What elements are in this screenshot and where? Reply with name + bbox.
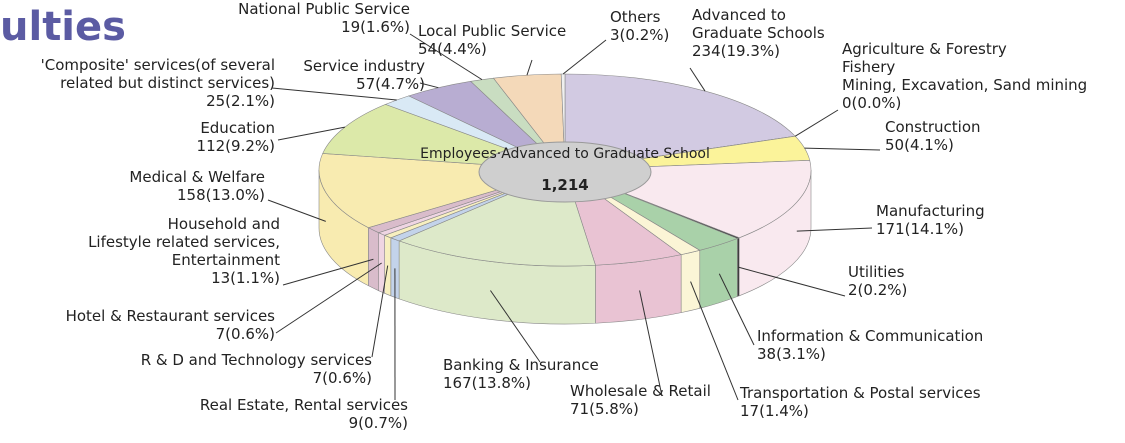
slice-side — [378, 232, 385, 294]
slice-label: Education — [200, 119, 275, 137]
leader-line — [804, 147, 881, 151]
chart-title: ulties — [0, 4, 126, 50]
value-label: 171(14.1%) — [876, 220, 964, 238]
leader-line — [371, 265, 389, 358]
leader-line — [419, 82, 439, 89]
slice-label: Hotel & Restaurant services — [66, 307, 276, 325]
leader-line — [796, 227, 873, 232]
value-label: 54(4.4%) — [418, 40, 487, 58]
leader-line — [277, 126, 346, 141]
value-label: 234(19.3%) — [692, 42, 780, 60]
leader-line — [271, 87, 397, 101]
value-label: 13(1.1%) — [211, 269, 280, 287]
leader-line — [490, 290, 541, 363]
center-label: Employees·Advanced to Graduate School — [420, 146, 710, 162]
leader-line — [689, 67, 706, 92]
slice-label: Banking & Insurance — [443, 356, 599, 374]
slice-label: Information & Communication — [757, 327, 983, 345]
pie-center: Employees·Advanced to Graduate School 1,… — [420, 141, 710, 203]
slice-label: Utilities — [848, 263, 905, 281]
value-label: 167(13.8%) — [443, 374, 531, 392]
value-label: 7(0.6%) — [313, 369, 372, 387]
slice-side — [368, 227, 380, 292]
leader-line — [738, 266, 846, 297]
leader-line — [267, 199, 326, 222]
slice-label: Agriculture & Forestry Fishery Mining, Exc… — [842, 40, 1087, 94]
value-label: 71(5.8%) — [570, 400, 639, 418]
leader-line — [409, 33, 483, 81]
slice-label: Others — [610, 8, 661, 26]
slice-label: 'Composite' services(of several related b… — [41, 56, 275, 92]
value-label: 2(0.2%) — [848, 281, 907, 299]
slice-label: Household and Lifestyle related services,… — [88, 215, 280, 269]
center-value: 1,214 — [541, 176, 588, 194]
leader-line — [690, 281, 739, 401]
pie-sides — [318, 169, 812, 325]
slice-label: Construction — [885, 118, 981, 136]
leader-line — [718, 273, 755, 346]
slice-label: Medical & Welfare — [129, 168, 265, 186]
value-label: 17(1.4%) — [740, 402, 809, 420]
value-label: 3(0.2%) — [610, 26, 669, 44]
value-label: 50(4.1%) — [885, 136, 954, 154]
value-label: 112(9.2%) — [197, 137, 275, 155]
slice-label: Local Public Service — [418, 22, 566, 40]
slice-label: Wholesale & Retail — [570, 382, 711, 400]
slice-label: Advanced to Graduate Schools — [692, 6, 825, 42]
center-hole — [478, 141, 652, 203]
slice-label: National Public Service — [238, 0, 410, 18]
slice-label: Real Estate, Rental services — [200, 396, 408, 414]
slice-label: Manufacturing — [876, 202, 985, 220]
value-label: 0(0.0%) — [842, 94, 901, 112]
leader-line — [526, 59, 533, 76]
slice-label: Transportation & Postal services — [739, 384, 981, 402]
leader-line — [282, 258, 374, 286]
value-label: 19(1.6%) — [341, 18, 410, 36]
value-label: 57(4.7%) — [356, 75, 425, 93]
leader-line — [275, 262, 382, 334]
slice-label: Service industry — [303, 57, 425, 75]
leader-line — [562, 39, 607, 75]
leader-line — [794, 109, 839, 137]
value-label: 158(13.0%) — [177, 186, 265, 204]
value-label: 38(3.1%) — [757, 345, 826, 363]
slice-side — [595, 254, 682, 324]
slice-side — [680, 249, 701, 313]
value-label: 7(0.6%) — [216, 325, 275, 343]
leader-line — [639, 290, 663, 397]
value-label: 25(2.1%) — [206, 92, 275, 110]
slice-label: R & D and Technology services — [141, 351, 372, 369]
value-label: 9(0.7%) — [349, 414, 408, 432]
slice-side — [384, 234, 392, 297]
